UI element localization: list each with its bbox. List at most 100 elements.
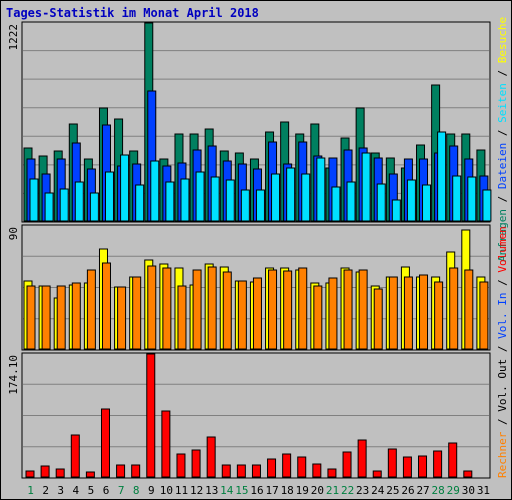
bar-rechner-day-27 <box>419 274 429 350</box>
bar-volumen-day-13 <box>206 436 216 478</box>
bar-rechner-day-31 <box>479 281 489 350</box>
bar-volumen-day-21 <box>327 468 337 478</box>
bar-rechner-day-18 <box>283 270 293 350</box>
panel-2: 90 <box>7 224 491 351</box>
bar-rechner-day-30 <box>464 269 474 350</box>
bar-rechner-day-4 <box>71 282 81 350</box>
x-tick-label: 18 <box>281 484 294 497</box>
bar-rechner-day-11 <box>177 285 187 350</box>
bar-seiten-day-30 <box>467 176 477 222</box>
x-tick-label: 24 <box>371 484 385 497</box>
bar-rechner-day-15 <box>237 280 247 350</box>
bar-volumen-day-14 <box>221 464 231 478</box>
x-tick-label: 26 <box>401 484 414 497</box>
bar-seiten-day-23 <box>361 152 371 222</box>
bar-volumen-day-17 <box>267 458 277 478</box>
bar-seiten-day-26 <box>406 179 416 222</box>
x-tick-label: 29 <box>447 484 460 497</box>
bar-rechner-day-5 <box>86 269 96 350</box>
bar-rechner-day-19 <box>298 267 308 350</box>
legend-panel2: Rechner / Vol. Out / Vol. In / Volumen <box>496 226 509 478</box>
bar-seiten-day-2 <box>44 192 54 222</box>
x-tick-label: 16 <box>250 484 263 497</box>
bar-volumen-day-1 <box>25 470 35 478</box>
bar-volumen-day-29 <box>448 442 458 478</box>
bar-volumen-day-4 <box>70 434 80 478</box>
legend-panel1: Anfragen / Dateien / Seiten / Besuche <box>496 17 509 262</box>
bar-rechner-day-13 <box>207 266 217 350</box>
bar-seiten-day-4 <box>74 181 84 222</box>
x-tick-label: 15 <box>235 484 248 497</box>
x-tick-label: 30 <box>462 484 475 497</box>
bar-volumen-day-23 <box>357 439 367 478</box>
bar-seiten-day-5 <box>89 192 99 222</box>
bar-volumen-day-3 <box>55 468 65 478</box>
bar-rechner-day-28 <box>434 281 444 350</box>
right-side-legend: Anfragen / Dateien / Seiten / BesucheRec… <box>496 17 509 478</box>
legend-panel2-part: / <box>496 339 509 359</box>
legend-panel1-part: / <box>496 63 509 83</box>
x-tick-label: 17 <box>265 484 278 497</box>
bar-seiten-day-21 <box>331 186 341 222</box>
bar-volumen-day-27 <box>418 455 428 478</box>
x-tick-label: 23 <box>356 484 369 497</box>
bar-rechner-day-24 <box>373 288 383 350</box>
legend-panel1-part: / <box>496 123 509 143</box>
bar-seiten-day-27 <box>422 184 432 222</box>
x-tick-label: 7 <box>118 484 125 497</box>
bar-seiten-day-24 <box>376 183 386 222</box>
x-tick-label: 28 <box>432 484 445 497</box>
bar-volumen-day-28 <box>433 450 443 478</box>
x-tick-label: 12 <box>190 484 203 497</box>
legend-panel1-part: Dateien <box>496 143 509 189</box>
bar-seiten-day-20 <box>316 157 326 222</box>
bar-seiten-day-18 <box>286 167 296 222</box>
bar-rechner-day-3 <box>56 285 66 350</box>
bar-volumen-day-30 <box>463 470 473 478</box>
x-tick-label: 19 <box>296 484 309 497</box>
bar-volumen-day-25 <box>387 448 397 478</box>
bar-seiten-day-19 <box>301 173 311 222</box>
bar-volumen-day-7 <box>116 464 126 478</box>
x-tick-label: 1 <box>27 484 34 497</box>
bar-volumen-day-19 <box>297 456 307 478</box>
bar-seiten-day-25 <box>391 199 401 222</box>
bar-seiten-day-17 <box>271 173 281 222</box>
x-tick-label: 9 <box>148 484 155 497</box>
bar-seiten-day-9 <box>150 160 160 222</box>
bar-volumen-day-10 <box>161 410 171 478</box>
bar-rechner-day-23 <box>358 269 368 350</box>
bar-seiten-day-28 <box>437 131 447 222</box>
bar-rechner-day-8 <box>132 276 142 350</box>
x-tick-label: 31 <box>477 484 490 497</box>
bar-rechner-day-10 <box>162 267 172 350</box>
legend-panel1-part: / <box>496 189 509 209</box>
legend-panel1-part: Besuche <box>496 17 509 63</box>
bar-volumen-day-22 <box>342 451 352 478</box>
x-tick-label: 3 <box>57 484 64 497</box>
panel-1: 1222 <box>7 21 492 223</box>
x-tick-label: 25 <box>386 484 399 497</box>
bar-seiten-day-3 <box>59 188 69 222</box>
bar-seiten-day-8 <box>135 184 145 222</box>
panel-3-ymax-label: 174.10 <box>7 355 20 395</box>
legend-panel2-part: / <box>496 273 509 293</box>
bar-volumen-day-12 <box>191 449 201 478</box>
bar-rechner-day-2 <box>41 285 51 350</box>
bar-seiten-day-13 <box>210 176 220 222</box>
bar-volumen-day-16 <box>251 464 261 478</box>
panel-1-ymax-label: 1222 <box>7 24 20 51</box>
bar-seiten-day-22 <box>346 181 356 222</box>
legend-panel2-part: Vol. Out <box>496 359 509 412</box>
bar-rechner-day-21 <box>328 277 338 350</box>
bar-rechner-day-26 <box>403 276 413 350</box>
x-tick-label: 5 <box>88 484 95 497</box>
bar-rechner-day-16 <box>252 277 262 350</box>
bar-seiten-day-11 <box>180 178 190 222</box>
x-tick-label: 13 <box>205 484 218 497</box>
bar-rechner-day-17 <box>268 269 278 350</box>
bar-seiten-day-12 <box>195 171 205 222</box>
bar-volumen-day-2 <box>40 465 50 478</box>
